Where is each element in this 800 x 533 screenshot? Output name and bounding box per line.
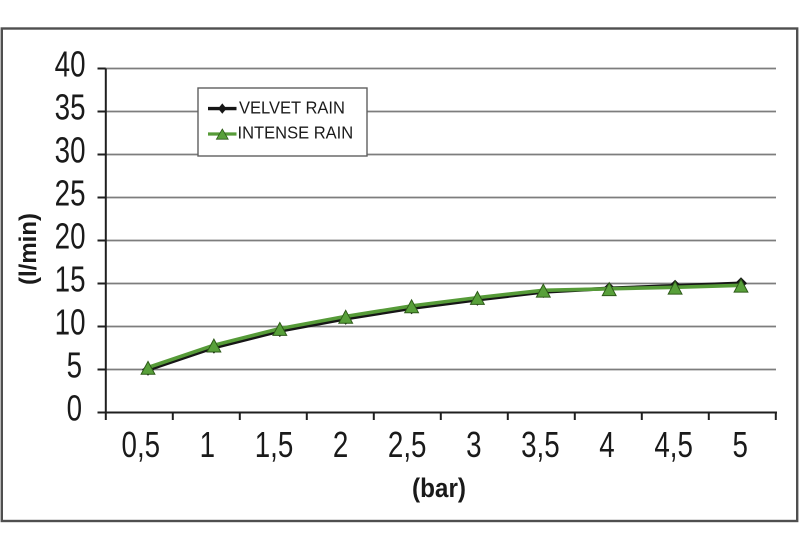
svg-text:40: 40 bbox=[55, 44, 86, 85]
svg-text:(bar): (bar) bbox=[412, 474, 466, 503]
svg-text:4,5: 4,5 bbox=[654, 424, 693, 465]
svg-text:1: 1 bbox=[200, 424, 215, 465]
svg-text:5: 5 bbox=[732, 424, 747, 465]
svg-text:3: 3 bbox=[466, 424, 481, 465]
svg-text:INTENSE RAIN: INTENSE RAIN bbox=[238, 123, 354, 143]
svg-text:5: 5 bbox=[67, 345, 82, 386]
svg-text:10: 10 bbox=[55, 302, 86, 343]
svg-text:15: 15 bbox=[55, 259, 86, 300]
svg-text:2: 2 bbox=[333, 424, 348, 465]
svg-text:35: 35 bbox=[55, 87, 86, 128]
svg-text:VELVET RAIN: VELVET RAIN bbox=[239, 98, 345, 118]
svg-text:30: 30 bbox=[55, 130, 86, 171]
svg-text:4: 4 bbox=[599, 424, 614, 465]
svg-text:25: 25 bbox=[55, 173, 86, 214]
svg-text:0,5: 0,5 bbox=[122, 424, 161, 465]
svg-text:0: 0 bbox=[67, 388, 82, 429]
svg-text:20: 20 bbox=[55, 216, 86, 257]
svg-text:3,5: 3,5 bbox=[521, 424, 560, 465]
svg-text:(l/min): (l/min) bbox=[15, 213, 42, 285]
svg-text:1,5: 1,5 bbox=[255, 424, 294, 465]
svg-text:2,5: 2,5 bbox=[388, 424, 427, 465]
